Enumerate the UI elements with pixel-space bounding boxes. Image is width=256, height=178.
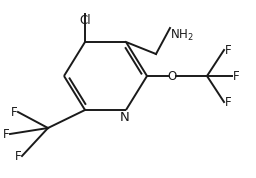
Text: F: F (14, 150, 21, 163)
Text: F: F (10, 106, 17, 119)
Text: O: O (167, 69, 177, 82)
Text: F: F (225, 43, 232, 56)
Text: F: F (225, 96, 232, 109)
Text: F: F (2, 127, 9, 140)
Text: N: N (120, 111, 130, 124)
Text: NH$_2$: NH$_2$ (170, 28, 194, 43)
Text: F: F (233, 69, 240, 82)
Text: Cl: Cl (79, 14, 91, 27)
